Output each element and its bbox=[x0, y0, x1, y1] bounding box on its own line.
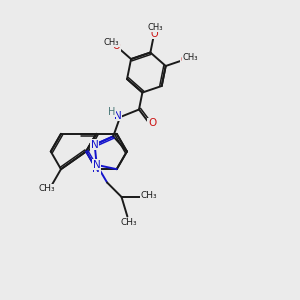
Text: N: N bbox=[93, 160, 100, 170]
Text: O: O bbox=[113, 41, 120, 51]
Text: O: O bbox=[180, 55, 188, 65]
Text: N: N bbox=[92, 164, 100, 174]
Text: CH₃: CH₃ bbox=[121, 218, 137, 227]
Text: CH₃: CH₃ bbox=[182, 53, 198, 62]
Text: O: O bbox=[150, 29, 158, 39]
Text: CH₃: CH₃ bbox=[39, 184, 56, 193]
Text: N: N bbox=[91, 140, 98, 150]
Text: H: H bbox=[108, 107, 115, 117]
Text: CH₃: CH₃ bbox=[148, 23, 163, 32]
Text: CH₃: CH₃ bbox=[140, 191, 157, 200]
Text: O: O bbox=[148, 118, 156, 128]
Text: CH₃: CH₃ bbox=[104, 38, 119, 46]
Text: N: N bbox=[114, 111, 122, 121]
